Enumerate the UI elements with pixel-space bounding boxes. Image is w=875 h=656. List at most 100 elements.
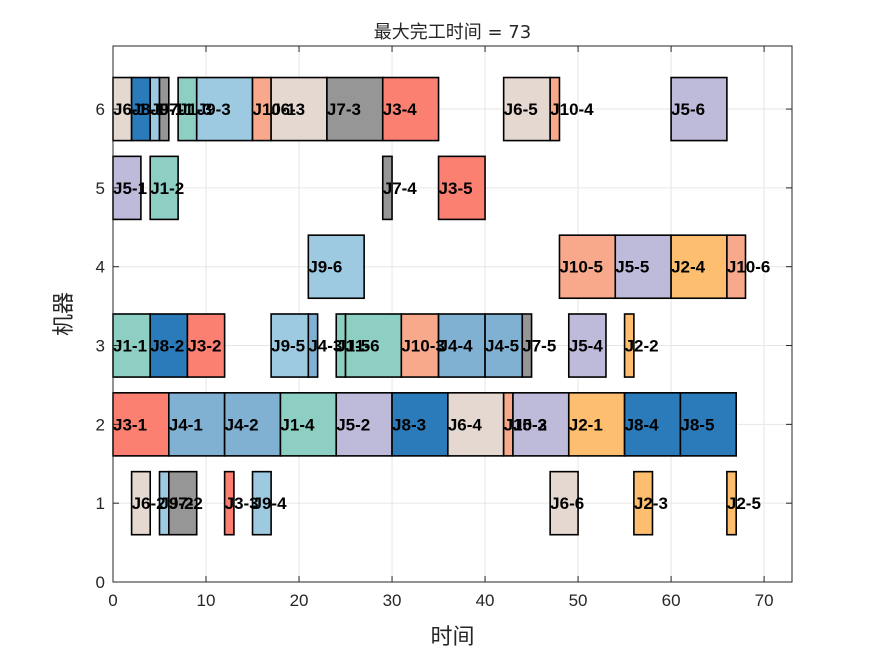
task-bar-j2-5 [726,470,737,536]
task-label-j4-3: J4-3 [308,337,342,356]
task-label-j3-1: J3-1 [113,415,147,434]
task-label-j6-4: J6-4 [448,415,483,434]
task-label-j5-3: J5-3 [513,415,547,434]
task-bar-j9-6 [307,234,365,300]
y-tick-label: 0 [96,573,105,592]
task-label-j7-1: J7-1 [160,100,194,119]
task-label-j1-2: J1-2 [150,179,184,198]
task-label-j9-6: J9-6 [308,258,342,277]
task-bar-j7-1 [158,76,170,142]
task-bar-j3-5 [437,155,486,221]
task-label-j1-3: J1-3 [178,100,212,119]
task-bars [112,76,747,536]
y-axis-title: 机器 [52,292,77,336]
x-tick-label: 30 [383,591,402,610]
task-bar-j7-5 [521,313,533,378]
task-bar-j8-5 [679,392,737,457]
task-label-j8-1: J8-1 [132,100,166,119]
task-bar-j9-4 [251,470,272,536]
task-bar-j10-4 [549,76,561,142]
task-bar-j6-5 [502,76,551,142]
task-bar-j1-4 [279,392,338,457]
task-label-j2-4: J2-4 [671,258,706,277]
task-label-j4-1: J4-1 [169,415,203,434]
task-bar-j2-1 [567,392,626,457]
task-bar-j4-3 [307,313,319,378]
task-label-j7-5: J7-5 [522,337,556,356]
task-label-j7-3: J7-3 [327,100,361,119]
task-label-j7-4: J7-4 [383,179,418,198]
y-tick-label: 3 [96,337,105,356]
task-label-j1-4: J1-4 [280,415,315,434]
task-label-j9-2: J9-2 [160,494,194,513]
task-label-j8-4: J8-4 [625,415,660,434]
x-tick-label: 40 [476,591,495,610]
task-label-j4-4: J4-4 [439,337,474,356]
task-bar-j8-3 [391,392,449,457]
task-label-j1-5: J1-5 [336,337,370,356]
task-bar-j2-2 [623,313,635,378]
task-label-j8-5: J8-5 [680,415,714,434]
task-bar-j4-2 [223,392,282,457]
y-tick-label: 5 [96,179,105,198]
task-bar-j1-1 [112,313,152,378]
task-bar-j3-4 [381,76,440,142]
task-bar-j5-5 [614,234,672,300]
task-label-j9-5: J9-5 [271,337,305,356]
y-tick-label: 4 [96,258,105,277]
task-bar-j5-2 [335,392,393,457]
x-axis-title: 时间 [430,625,474,650]
task-label-j10-5: J10-5 [559,258,602,277]
task-label-j1-6: J1-6 [346,337,380,356]
task-label-j9-4: J9-4 [253,494,288,513]
task-bar-j1-2 [149,155,179,221]
task-label-j3-3: J3-3 [225,494,259,513]
task-label-j5-2: J5-2 [336,415,370,434]
task-label-j2-3: J2-3 [634,494,668,513]
task-bar-j7-3 [326,76,384,142]
chart-title: 最大完工时间 = 73 [374,22,531,43]
task-label-j5-1: J5-1 [113,179,147,198]
task-bar-j7-4 [381,155,393,221]
task-bar-j4-4 [437,313,486,378]
task-label-j4-5: J4-5 [485,337,519,356]
x-tick-label: 0 [108,591,117,610]
task-label-j6-2: J6-2 [132,494,166,513]
task-bar-j5-4 [567,313,607,378]
task-label-j8-2: J8-2 [150,337,184,356]
x-tick-label: 50 [569,591,588,610]
task-bar-j6-6 [549,470,579,536]
task-label-j3-2: J3-2 [187,337,221,356]
x-tick-label: 60 [662,591,681,610]
task-bar-j6-2 [130,470,152,536]
y-tick-label: 2 [96,415,105,434]
task-bar-j10-6 [726,234,747,300]
task-bar-j4-5 [484,313,524,378]
task-bar-j7-2 [168,470,198,536]
task-label-j6-1: J6-1 [113,100,147,119]
task-label-j8-3: J8-3 [392,415,426,434]
task-label-j6-6: J6-6 [550,494,584,513]
task-bar-j9-3 [195,76,254,142]
x-tick-label: 20 [290,591,309,610]
task-label-j5-4: J5-4 [569,337,604,356]
task-label-j1-1: J1-1 [113,337,147,356]
task-label-j5-5: J5-5 [615,258,649,277]
task-bar-j8-2 [149,313,189,378]
task-label-j5-6: J5-6 [671,100,705,119]
task-label-j7-2: J7-2 [169,494,203,513]
x-tick-label: 10 [197,591,216,610]
task-label-j2-1: J2-1 [569,415,603,434]
x-tick-label: 70 [755,591,774,610]
task-label-j6-3: J6-3 [271,100,305,119]
task-label-j9-3: J9-3 [197,100,231,119]
task-label-j10-2: J10-2 [504,415,547,434]
y-tick-label: 1 [96,494,105,513]
y-axis-ticks: 0 1 2 3 4 5 6 [96,100,792,592]
task-bar-j10-5 [558,234,617,300]
task-bar-j2-4 [670,234,728,300]
task-bar-j3-2 [186,313,226,378]
y-tick-label: 6 [96,100,105,119]
task-bar-j8-4 [623,392,682,457]
